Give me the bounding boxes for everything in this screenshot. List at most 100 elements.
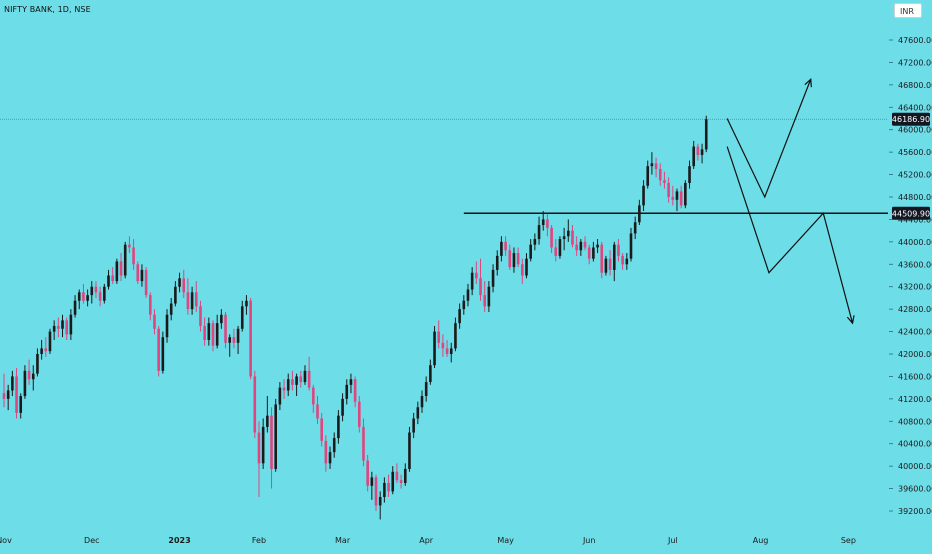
candle-body <box>562 236 566 240</box>
y-tick-label: 43200.00 <box>898 283 932 292</box>
candle-body <box>462 300 466 310</box>
y-tick-label: 46400.00 <box>898 103 932 112</box>
projection-arrowhead <box>846 315 855 325</box>
y-tick-label: 42400.00 <box>898 328 932 337</box>
candle-body <box>596 244 599 248</box>
candle-body <box>278 387 282 405</box>
candle-body <box>625 258 629 265</box>
candle-body <box>537 225 541 240</box>
candle-body <box>675 191 679 200</box>
candle-body <box>449 348 453 354</box>
candle-body <box>692 146 695 167</box>
candle-body <box>123 244 127 276</box>
candle-body <box>696 146 700 155</box>
candle-body <box>253 376 257 433</box>
candle-body <box>658 168 662 181</box>
x-axis-label: May <box>497 536 514 545</box>
candle-body <box>291 379 294 385</box>
y-tick-label: 47600.00 <box>898 36 932 45</box>
candle-body <box>245 300 248 307</box>
candle-body <box>495 255 499 270</box>
price-tag-label: 44509.90 <box>892 209 930 218</box>
candle-body <box>77 292 81 301</box>
candle-body <box>23 370 27 397</box>
candle-body <box>621 255 624 265</box>
x-axis-label: Dec <box>84 536 99 545</box>
candle-body <box>194 292 198 307</box>
candle-body <box>437 331 441 343</box>
projection-path <box>726 146 854 324</box>
candle-body <box>332 438 336 453</box>
candle-body <box>700 149 704 155</box>
candle-body <box>111 275 114 282</box>
candle-body <box>19 396 23 413</box>
x-axis-label: Jun <box>582 536 596 545</box>
price-tag-label: 46186.90 <box>892 115 930 124</box>
candle-body <box>358 401 361 427</box>
candle-body <box>203 325 206 340</box>
candle-body <box>140 269 144 282</box>
candle-body <box>107 275 110 287</box>
y-tick-label: 44000.00 <box>898 238 932 247</box>
x-axis-label: Jul <box>667 536 678 545</box>
candle-body <box>529 244 532 259</box>
y-tick-label: 44400.00 <box>898 215 932 224</box>
candle-body <box>424 382 428 397</box>
x-axis-label: Apr <box>419 536 434 545</box>
candle-body <box>362 426 365 461</box>
candle-body <box>550 227 553 248</box>
candle-body <box>395 471 399 481</box>
y-tick-label: 39600.00 <box>898 485 932 494</box>
candle-body <box>199 306 202 326</box>
candle-body <box>44 348 48 352</box>
currency-selector[interactable]: INR <box>894 3 922 18</box>
candle-body <box>592 247 595 259</box>
candle-body <box>420 396 424 408</box>
y-tick-label: 42800.00 <box>898 305 932 314</box>
candle-body <box>316 404 319 419</box>
y-tick-label: 42000.00 <box>898 350 932 359</box>
candle-body <box>220 314 223 324</box>
candle-body <box>491 269 495 287</box>
candle-body <box>240 306 244 329</box>
candle-body <box>270 415 273 469</box>
y-tick-label: 46000.00 <box>898 126 932 135</box>
candle-body <box>479 278 482 296</box>
candle-body <box>295 376 298 385</box>
x-axis-label: Nov <box>0 536 12 545</box>
candle-body <box>36 354 39 374</box>
candle-body <box>61 320 64 329</box>
candle-body <box>136 264 140 282</box>
candle-body <box>132 247 135 265</box>
candle-body <box>224 314 227 343</box>
candle-body <box>366 460 369 486</box>
x-axis-label: Feb <box>252 536 266 545</box>
candle-body <box>149 295 152 315</box>
candle-body <box>341 398 344 416</box>
candle-body <box>454 323 457 349</box>
projection-arrowhead <box>804 77 812 88</box>
candle-body <box>307 370 311 388</box>
candle-body <box>500 241 503 256</box>
candle-body <box>207 323 211 340</box>
candle-body <box>571 230 574 245</box>
y-tick-label: 41200.00 <box>898 395 932 404</box>
candle-body <box>328 452 332 464</box>
candle-body <box>282 387 286 391</box>
candle-body <box>215 323 219 346</box>
candle-body <box>608 258 612 270</box>
candle-body <box>445 348 449 354</box>
candle-body <box>466 289 470 301</box>
candle-body <box>633 222 637 234</box>
candle-body <box>638 205 641 223</box>
y-tick-label: 45200.00 <box>898 171 932 180</box>
candle-body <box>604 258 608 273</box>
candle-body <box>399 480 403 483</box>
candle-body <box>612 244 616 270</box>
candle-body <box>2 393 6 399</box>
candle-body <box>600 244 604 273</box>
candle-body <box>303 370 307 383</box>
candle-body <box>144 269 148 296</box>
